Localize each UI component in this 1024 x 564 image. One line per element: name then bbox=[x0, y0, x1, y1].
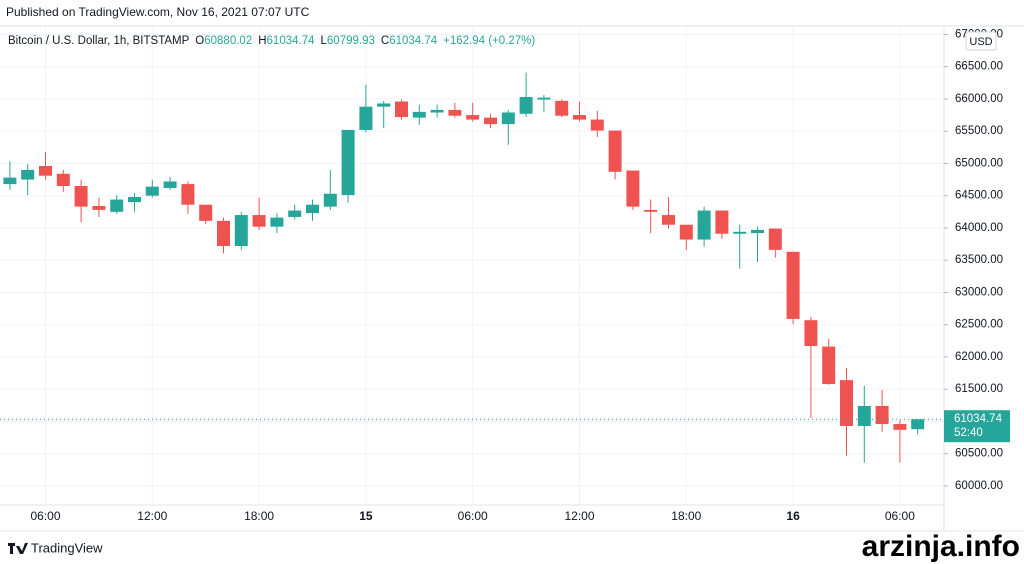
candle-body bbox=[679, 224, 693, 240]
x-tick-label: 18:00 bbox=[244, 509, 274, 523]
candle-body bbox=[288, 210, 302, 217]
candle-body bbox=[395, 101, 408, 118]
candle-body bbox=[733, 231, 747, 234]
candle-body bbox=[430, 109, 444, 113]
grid bbox=[0, 28, 944, 504]
last-price-label: 61034.74 bbox=[954, 413, 1003, 425]
y-tick-label: 65000.00 bbox=[955, 157, 1003, 169]
candle-body bbox=[786, 251, 800, 319]
low-value: 60799.93 bbox=[327, 35, 375, 47]
candle-body bbox=[555, 100, 569, 116]
y-tick-label: 62500.00 bbox=[955, 319, 1003, 331]
x-tick-label: 15 bbox=[359, 509, 373, 523]
candle-body bbox=[519, 97, 533, 114]
candle-body bbox=[181, 184, 195, 205]
x-tick-label: 16 bbox=[786, 509, 800, 523]
countdown: 52:40 bbox=[954, 427, 983, 439]
candle-body bbox=[3, 177, 17, 185]
candle-body bbox=[110, 199, 124, 212]
y-tick-label: 63500.00 bbox=[955, 254, 1003, 266]
x-tick-label: 18:00 bbox=[671, 509, 701, 523]
currency-box bbox=[965, 31, 997, 51]
candle-body bbox=[662, 215, 675, 225]
high-label: H bbox=[258, 35, 266, 47]
x-tick-label: 06:00 bbox=[458, 509, 488, 523]
candle-body bbox=[21, 169, 35, 180]
candle-body bbox=[199, 204, 213, 221]
candles bbox=[3, 72, 925, 463]
currency: USD bbox=[969, 36, 992, 48]
y-tick-label: 66500.00 bbox=[955, 61, 1003, 73]
candle-body bbox=[56, 173, 70, 187]
close-label: C bbox=[381, 35, 389, 47]
candle-body bbox=[768, 228, 782, 250]
candle-body bbox=[217, 220, 230, 247]
y-tick-label: 60500.00 bbox=[955, 448, 1003, 460]
close-value: 61034.74 bbox=[389, 35, 438, 47]
y-tick-label: 62000.00 bbox=[955, 351, 1003, 363]
candle-body bbox=[804, 320, 818, 346]
candle-body bbox=[306, 204, 319, 214]
y-tick-label: 60000.00 bbox=[955, 480, 1003, 492]
candle-body bbox=[626, 170, 640, 207]
y-tick-label: 65500.00 bbox=[955, 125, 1003, 137]
legend: Bitcoin / U.S. Dollar, 1h, BITSTAMP O6088… bbox=[8, 35, 535, 47]
candle-body bbox=[608, 130, 622, 172]
open-label: O bbox=[195, 35, 204, 47]
candle-body bbox=[270, 217, 284, 227]
brand-name: TradingView bbox=[31, 540, 103, 555]
published-note: Published on TradingView.com, Nov 16, 20… bbox=[6, 5, 310, 19]
candle-body bbox=[501, 112, 515, 125]
candle-body bbox=[74, 186, 88, 207]
brand-logo bbox=[8, 543, 28, 554]
candle-body bbox=[857, 405, 871, 426]
candle-body bbox=[911, 419, 925, 430]
open-value: 60880.02 bbox=[204, 35, 252, 47]
candle-body bbox=[145, 186, 159, 196]
y-tick-label: 66000.00 bbox=[955, 93, 1003, 105]
candle-body bbox=[697, 210, 711, 240]
last-price-tag bbox=[944, 410, 1010, 443]
candle-body bbox=[537, 97, 551, 100]
change: +162.94 (+0.27%) bbox=[443, 35, 535, 47]
candle-body bbox=[341, 129, 355, 196]
brand: TradingView bbox=[8, 540, 103, 555]
y-tick-label: 64000.00 bbox=[955, 222, 1003, 234]
x-tick-label: 12:00 bbox=[137, 509, 167, 523]
x-tick-label: 12:00 bbox=[564, 509, 594, 523]
y-tick-label: 64500.00 bbox=[955, 190, 1003, 202]
y-tick-label: 61500.00 bbox=[955, 383, 1003, 395]
candle-body bbox=[252, 215, 266, 227]
candle-body bbox=[466, 115, 480, 120]
candle-body bbox=[590, 119, 604, 131]
candle-body bbox=[893, 424, 907, 430]
candle-body bbox=[448, 109, 462, 116]
symbol: Bitcoin / U.S. Dollar, 1h, BITSTAMP bbox=[8, 35, 190, 47]
watermark: arzinja.info bbox=[862, 530, 1020, 563]
candle-body bbox=[412, 111, 426, 118]
candle-body bbox=[840, 380, 853, 426]
candle-body bbox=[128, 196, 141, 203]
candle-body bbox=[359, 106, 373, 130]
candle-body bbox=[234, 215, 248, 247]
low-label: L bbox=[321, 35, 328, 47]
x-tick-label: 06:00 bbox=[885, 509, 915, 523]
candle-body bbox=[573, 115, 586, 120]
candle-body bbox=[377, 103, 391, 107]
candle-body bbox=[163, 181, 177, 188]
high-value: 61034.74 bbox=[267, 35, 316, 47]
candle-body bbox=[39, 166, 52, 176]
candle-body bbox=[484, 117, 497, 125]
y-tick-label: 63000.00 bbox=[955, 286, 1003, 298]
candle-body bbox=[751, 229, 764, 234]
candle-body bbox=[644, 209, 658, 212]
candle-body bbox=[92, 206, 106, 210]
candle-body bbox=[875, 405, 889, 425]
x-tick-label: 06:00 bbox=[30, 509, 60, 523]
candle-body bbox=[715, 210, 729, 234]
candle-body bbox=[822, 346, 836, 385]
candle-body bbox=[323, 193, 337, 207]
